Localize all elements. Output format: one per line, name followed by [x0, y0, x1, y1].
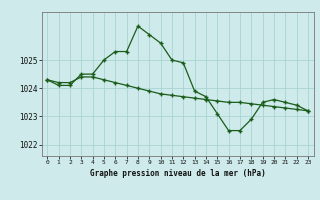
X-axis label: Graphe pression niveau de la mer (hPa): Graphe pression niveau de la mer (hPa): [90, 169, 266, 178]
